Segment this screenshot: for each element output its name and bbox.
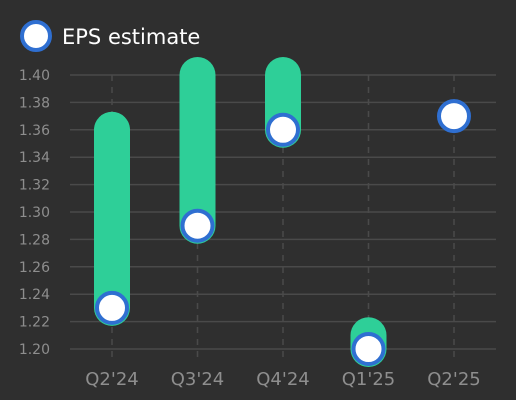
- y-tick-label: 1.22: [19, 315, 50, 331]
- y-tick-label: 1.36: [19, 123, 50, 139]
- y-tick-label: 1.24: [19, 287, 50, 303]
- x-tick-label: Q2'25: [427, 369, 480, 390]
- legend-label: EPS estimate: [62, 25, 200, 49]
- eps-estimate-marker: [95, 290, 129, 325]
- y-tick-label: 1.32: [19, 178, 50, 194]
- estimate-markers: [95, 99, 471, 366]
- y-tick-label: 1.40: [19, 68, 50, 84]
- x-tick-label: Q4'24: [256, 369, 309, 390]
- y-axis-ticks: 1.20 1.22 1.24 1.26 1.28 1.30 1.32 1.34 1.36 1.38…: [19, 68, 50, 358]
- eps-estimate-marker: [351, 332, 386, 366]
- range-bar: [179, 57, 216, 244]
- range-bar: [94, 111, 130, 326]
- y-tick-label: 1.28: [19, 232, 50, 248]
- legend: EPS estimate: [20, 20, 200, 52]
- x-tick-label: Q3'24: [171, 369, 224, 390]
- x-axis-ticks: Q2'24 Q3'24 Q4'24 Q1'25 Q2'25: [85, 369, 480, 390]
- y-tick-label: 1.34: [19, 150, 50, 166]
- y-tick-label: 1.26: [19, 260, 50, 276]
- y-tick-label: 1.38: [19, 95, 50, 111]
- eps-estimate-marker: [437, 99, 471, 134]
- x-tick-label: Q2'24: [85, 369, 138, 390]
- eps-estimate-marker: [266, 112, 300, 147]
- legend-marker-icon: [20, 20, 52, 52]
- x-tick-label: Q1'25: [342, 369, 395, 390]
- y-tick-label: 1.30: [19, 205, 50, 221]
- y-tick-label: 1.20: [19, 342, 50, 358]
- eps-estimate-marker: [180, 208, 215, 243]
